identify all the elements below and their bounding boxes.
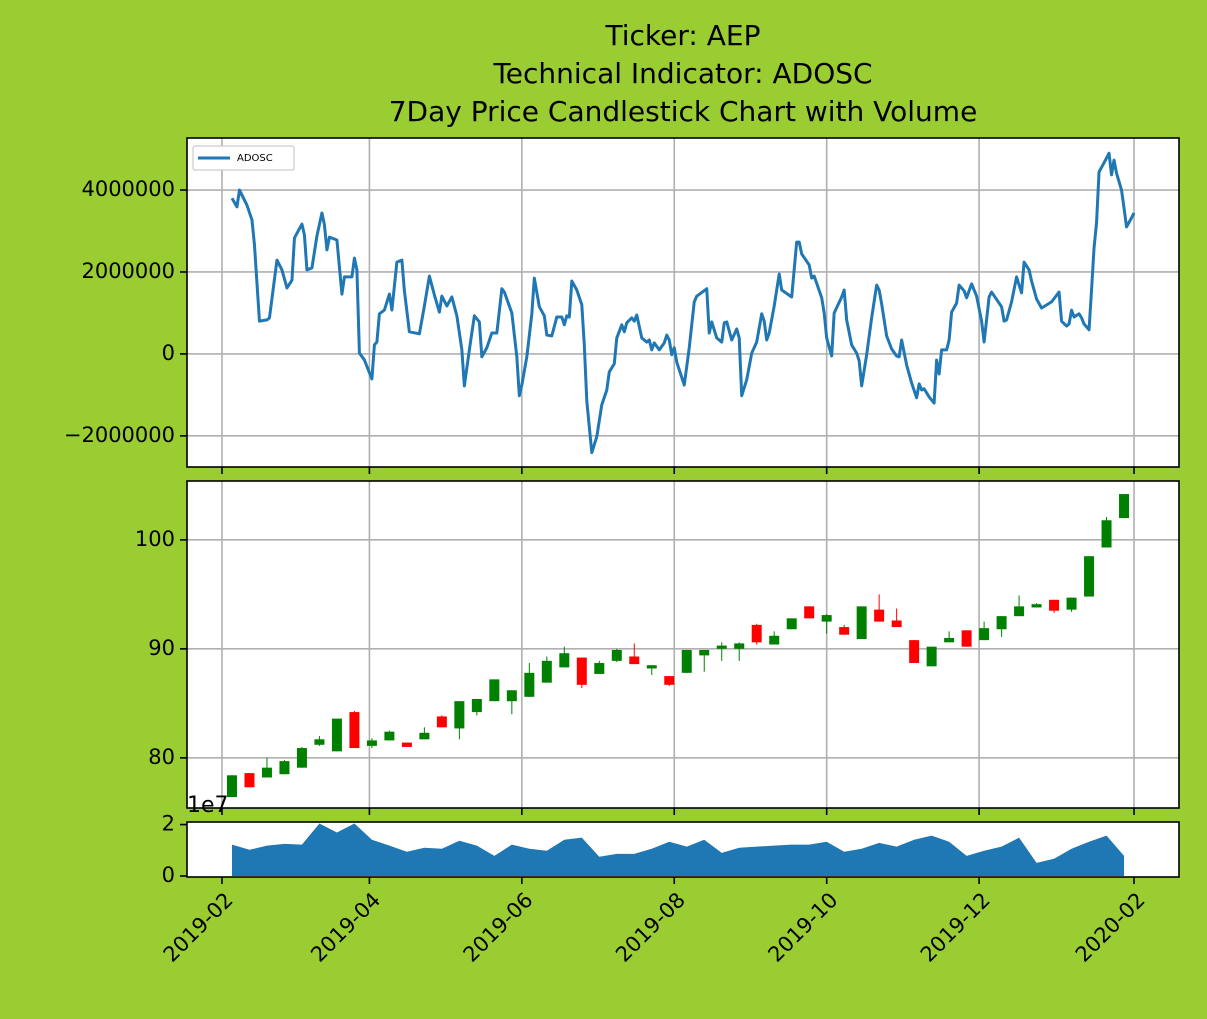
plot-frame [186,821,1180,878]
candle-body [646,665,657,669]
y-tick-label: 0 [162,341,175,365]
x-tick-label: 2019-10 [763,888,842,967]
candle-body [979,628,990,641]
candle-body [734,643,745,649]
volume-area [231,823,1125,876]
candle-body [839,627,850,635]
y-tick-label: 0 [162,863,175,887]
candle-body [454,701,465,729]
candle-body [751,624,762,643]
y-tick-label: 2 [162,812,175,836]
y-tick-label: 80 [148,745,175,769]
candle-body [524,672,535,697]
y-tick-label: 90 [148,636,175,660]
candle-body [1014,606,1025,617]
candle-body [1031,604,1042,608]
candle-body [331,718,342,752]
candle-body [874,609,885,622]
plot-frame [186,137,1180,468]
candle-body [366,740,377,746]
x-tick-label: 2019-12 [916,888,995,967]
x-tick-label: 2019-02 [159,888,238,967]
candle-body [541,660,552,683]
candle-body [261,767,272,778]
candle-body [1084,556,1095,597]
candle-body [279,761,290,775]
candle-body [891,620,902,628]
y-tick-label: 2000000 [81,259,175,283]
title-line: 7Day Price Candlestick Chart with Volume [389,95,978,128]
plot-area [187,138,1179,467]
x-tick-label: 2019-06 [459,888,538,967]
candle-body [244,773,255,788]
candle-body [664,676,675,685]
candle-body [401,742,412,747]
y-tick-label: 100 [135,527,175,551]
line-series [230,151,1136,455]
candle-body [944,637,955,643]
candle-body [909,640,920,664]
x-tick-label: 2020-02 [1071,888,1150,967]
candle-body [296,748,307,768]
candle-body [489,679,500,702]
y-tick-label: 4000000 [81,177,175,201]
candle-body [1066,597,1077,610]
candle-body [961,630,972,647]
candle-body [996,616,1007,630]
title-line: Ticker: AEP [605,19,761,52]
candle-body [804,606,815,619]
candle-body [769,635,780,645]
plot-frame [186,480,1180,809]
candle-body [1119,494,1130,519]
candle-body [856,606,867,640]
candle-body [314,739,325,745]
candle-body [506,690,517,702]
candle-body [226,775,237,798]
legend-label: ADOSC [237,153,273,164]
candle-body [629,656,640,665]
y-offset-label: 1e7 [187,793,229,818]
candle-body [1049,599,1060,611]
candle-body [559,653,570,668]
candle-body [349,712,360,749]
candle-body [821,615,832,622]
candle-body [716,645,727,649]
y-tick-label: −2000000 [64,423,175,447]
candle-body [926,646,937,667]
candle-body [681,649,692,673]
candle-body [594,663,605,674]
x-tick-label: 2019-08 [611,888,690,967]
legend-box [192,145,295,171]
plot-area [187,481,1179,808]
candle-body [471,699,482,713]
candle-body [384,731,395,741]
candle-body [1101,520,1112,548]
x-tick-label: 2019-04 [306,888,385,967]
candle-body [699,649,710,656]
candle-body [419,732,430,740]
candle-body [786,618,797,630]
candle-body [576,657,587,685]
candle-body [611,649,622,661]
candle-body [436,716,447,728]
title-line: Technical Indicator: ADOSC [492,57,872,90]
